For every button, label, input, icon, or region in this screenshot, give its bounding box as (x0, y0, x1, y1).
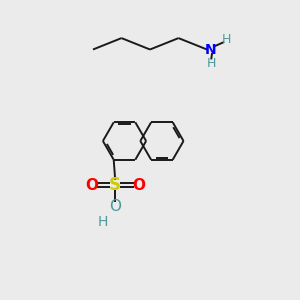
Text: N: N (205, 43, 216, 56)
Text: S: S (109, 176, 121, 194)
Text: H: H (221, 33, 231, 46)
Text: H: H (98, 215, 108, 229)
Text: O: O (85, 178, 98, 193)
Text: O: O (132, 178, 145, 193)
Text: H: H (206, 57, 216, 70)
Text: O: O (109, 199, 121, 214)
